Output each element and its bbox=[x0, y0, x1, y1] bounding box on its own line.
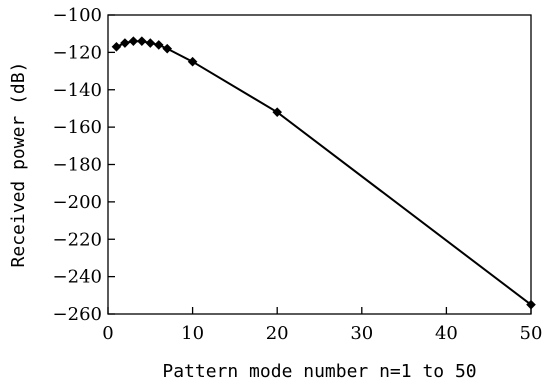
y-tick-label: −200 bbox=[53, 192, 102, 213]
data-point-diamond bbox=[145, 38, 156, 48]
y-tick-label: −220 bbox=[53, 229, 102, 250]
series-line bbox=[116, 40, 532, 306]
y-axis-label: Received power (dB) bbox=[8, 62, 29, 268]
x-tick-label: 0 bbox=[102, 323, 113, 344]
data-point-diamond bbox=[111, 41, 122, 52]
series-group bbox=[111, 36, 536, 310]
data-point-diamond bbox=[272, 107, 282, 117]
plot-frame bbox=[107, 14, 532, 315]
y-tick-label: −100 bbox=[53, 5, 102, 26]
y-tick-label: −240 bbox=[53, 267, 102, 288]
y-tick-label: −160 bbox=[53, 117, 102, 138]
y-tick-label: −180 bbox=[53, 155, 102, 176]
x-axis-label: Pattern mode number n=1 to 50 bbox=[162, 361, 476, 382]
data-point-diamond bbox=[128, 36, 139, 46]
x-tick-label: 40 bbox=[435, 323, 458, 344]
data-point-diamond bbox=[137, 36, 147, 46]
data-point-diamond bbox=[153, 40, 164, 50]
data-point-diamond bbox=[526, 299, 536, 310]
x-tick-label: 20 bbox=[266, 323, 289, 344]
data-point-diamond bbox=[120, 38, 130, 48]
x-tick-label: 30 bbox=[350, 323, 373, 344]
data-point-diamond bbox=[162, 43, 173, 54]
data-point-diamond bbox=[187, 56, 198, 67]
x-tick-label: 10 bbox=[181, 323, 204, 344]
x-axis-ticks: 0 10 20 30 40 50 bbox=[102, 307, 542, 344]
y-tick-label: −140 bbox=[53, 80, 102, 101]
y-axis-ticks: −260 −240 −220 −200 −180 −160 −140 −120 −100 bbox=[53, 5, 115, 325]
y-tick-label: −260 bbox=[53, 304, 102, 325]
y-tick-label: −120 bbox=[53, 42, 102, 63]
x-tick-label: 50 bbox=[520, 323, 543, 344]
